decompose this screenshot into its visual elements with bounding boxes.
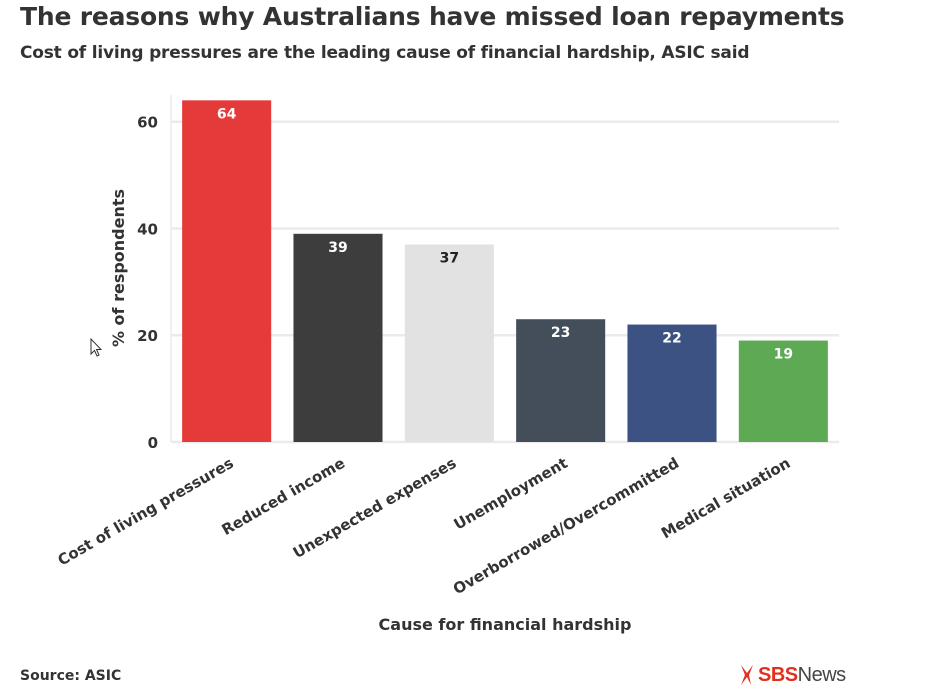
bar	[293, 233, 383, 442]
bar	[627, 324, 717, 442]
bar	[404, 244, 494, 442]
data-labels: 64 39 37 23 22 19	[217, 106, 793, 362]
bar	[738, 340, 828, 442]
logo-news-text: News	[797, 664, 847, 686]
x-tick-label: Unemployment	[451, 454, 571, 534]
sbs-news-logo: SBS News	[738, 663, 846, 687]
y-axis-label: % of respondents	[109, 189, 128, 347]
x-axis-label: Cause for financial hardship	[379, 615, 632, 634]
chart-title: The reasons why Australians have missed …	[20, 2, 845, 31]
bars	[182, 100, 828, 442]
sbs-flame-icon	[741, 665, 753, 685]
data-label: 39	[328, 240, 347, 256]
logo-sbs-text: SBS	[758, 664, 798, 686]
y-tick-labels: 0 20 40 60	[137, 114, 158, 452]
data-label: 23	[551, 325, 570, 341]
data-label: 64	[217, 106, 237, 122]
source-note: Source: ASIC	[20, 668, 122, 684]
grid-lines	[170, 95, 839, 444]
mouse-cursor-icon	[90, 338, 103, 357]
data-label: 22	[662, 331, 681, 347]
bar	[516, 319, 606, 442]
bar	[182, 100, 272, 442]
chart-subtitle: Cost of living pressures are the leading…	[20, 43, 750, 63]
y-tick-label: 20	[137, 327, 158, 345]
y-tick-label: 60	[137, 114, 158, 132]
y-tick-label: 0	[148, 434, 158, 452]
x-tick-label: Cost of living pressures	[55, 454, 237, 570]
data-label: 19	[774, 347, 793, 363]
data-label: 37	[440, 250, 459, 266]
x-tick-label: Overborrowed/Overcommitted	[450, 454, 682, 598]
y-tick-label: 40	[137, 220, 158, 238]
